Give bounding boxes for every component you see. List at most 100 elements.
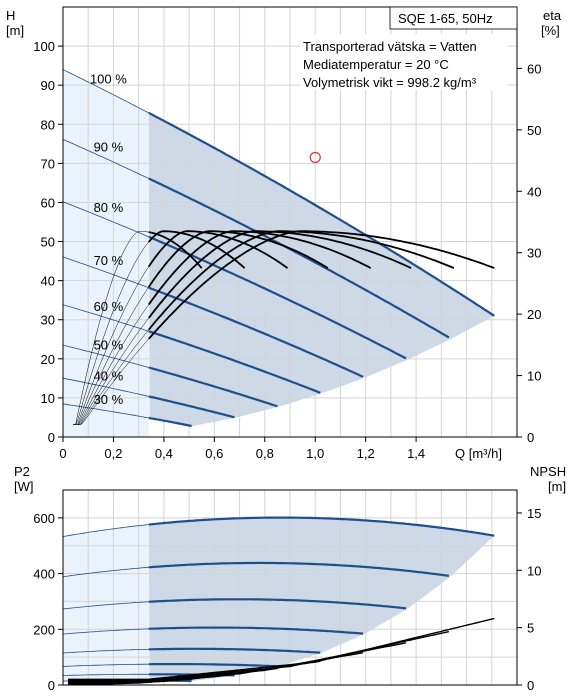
efficiency-curve xyxy=(148,230,329,288)
speed-curve-extrapolated xyxy=(62,69,149,114)
efficiency-curve xyxy=(148,230,412,319)
info-box xyxy=(300,34,508,90)
head-chart: 0 10 20 30 40 50 60 70 80 90 100 0 10 20 30 40 50 60 0 0,… xyxy=(6,6,562,461)
npsh-tick-label: 0 xyxy=(527,678,534,693)
head-tick-label: 60 xyxy=(41,195,55,210)
speed-curve-extrapolated xyxy=(62,344,149,368)
flow-tick-label: 0,6 xyxy=(205,446,223,461)
efficiency-curve xyxy=(148,230,246,269)
operating-region xyxy=(148,112,495,427)
eta-tick-label: 30 xyxy=(527,246,541,261)
power-tick-label: 0 xyxy=(48,678,55,693)
eta-tick-label: 40 xyxy=(527,184,541,199)
flow-tick-label: 1,0 xyxy=(306,446,324,461)
speed-curve xyxy=(148,330,321,394)
npsh-curve xyxy=(68,678,192,686)
head-tick-label: 100 xyxy=(33,39,55,54)
power-chart: 0 200 400 600 0 5 10 15 P2 [W] NPSH [m] xyxy=(14,464,566,693)
head-tick-label: 0 xyxy=(48,430,55,445)
power-tick-label: 400 xyxy=(33,567,55,582)
speed-curve-extrapolated xyxy=(62,201,149,238)
speed-label: 90 % xyxy=(94,139,124,154)
power-curve xyxy=(148,516,495,537)
efficiency-curve xyxy=(148,230,455,331)
eta-tick-label: 60 xyxy=(527,61,541,76)
info-liquid: Transporterad vätska = Vatten xyxy=(303,39,477,54)
power-curve-extrapolated xyxy=(62,663,149,667)
power-chart-grid xyxy=(63,490,517,685)
power-curve-extrapolated xyxy=(62,601,149,610)
power-curve xyxy=(148,663,278,668)
eta-axis-unit: [%] xyxy=(541,23,560,38)
pump-title: SQE 1-65, 50Hz xyxy=(398,11,493,26)
pump-title-box xyxy=(389,6,518,30)
npsh-axis-label: NPSH xyxy=(530,464,566,479)
power-chart-frame xyxy=(62,489,518,686)
flow-tick-label: 0,4 xyxy=(155,446,173,461)
power-curve-extrapolated xyxy=(62,673,149,676)
flow-tick-label: 0,2 xyxy=(104,446,122,461)
power-axis-unit: [W] xyxy=(14,479,34,494)
npsh-tick-label: 5 xyxy=(527,621,534,636)
head-tick-label: 70 xyxy=(41,156,55,171)
speed-curve-extrapolated xyxy=(62,256,149,289)
info-temperature: Mediatemperatur = 20 °C xyxy=(303,57,449,72)
efficiency-curve xyxy=(148,230,372,306)
speed-curve-extrapolated xyxy=(62,304,149,332)
eta-axis-ticks: 0 10 20 30 40 50 60 xyxy=(517,61,541,445)
head-tick-label: 90 xyxy=(41,78,55,93)
eta-tick-label: 20 xyxy=(527,307,541,322)
flow-tick-label: 0 xyxy=(59,446,66,461)
npsh-tick-label: 15 xyxy=(527,506,541,521)
flow-axis-label: Q [m³/h] xyxy=(455,446,502,461)
operating-region xyxy=(148,517,495,681)
flow-tick-label: 1,2 xyxy=(357,446,375,461)
speed-label: 30 % xyxy=(94,392,124,407)
head-axis-ticks: 0 10 20 30 40 50 60 70 80 90 100 xyxy=(33,39,63,445)
speed-label: 50 % xyxy=(94,337,124,352)
speed-label: 100 % xyxy=(90,72,127,87)
eta-axis-label: eta xyxy=(543,8,562,23)
head-tick-label: 50 xyxy=(41,235,55,250)
speed-curve xyxy=(148,111,495,317)
head-tick-label: 80 xyxy=(41,117,55,132)
speed-curve xyxy=(148,416,192,427)
power-curve xyxy=(148,598,407,610)
power-curve-extrapolated xyxy=(62,648,149,654)
npsh-curves xyxy=(68,617,495,686)
speed-labels: 100 % 90 % 80 % 70 % 60 % 50 % 40 % 30 % xyxy=(90,72,127,408)
head-tick-label: 20 xyxy=(41,352,55,367)
speed-label: 40 % xyxy=(94,368,124,383)
power-curve xyxy=(148,647,321,654)
head-tick-label: 40 xyxy=(41,274,55,289)
efficiency-curves xyxy=(73,230,495,425)
power-tick-label: 200 xyxy=(33,622,55,637)
npsh-axis-unit: [m] xyxy=(548,479,566,494)
npsh-curve xyxy=(68,617,495,680)
head-axis-label: H xyxy=(6,8,15,23)
flow-axis-ticks: 0 0,2 0,4 0,6 0,8 1,0 1,2 1,4 xyxy=(59,437,425,461)
speed-curve xyxy=(148,177,450,339)
speed-curve xyxy=(148,366,278,408)
efficiency-curve xyxy=(148,230,289,269)
speed-label: 80 % xyxy=(94,200,124,215)
power-curve-extrapolated xyxy=(62,628,149,635)
power-curve xyxy=(148,561,450,577)
power-curve-extrapolated xyxy=(62,566,149,578)
speed-curve xyxy=(148,395,235,419)
head-chart-frame xyxy=(62,6,518,438)
power-curve xyxy=(148,626,364,635)
npsh-tick-label: 10 xyxy=(527,563,541,578)
efficiency-curve xyxy=(148,230,495,340)
power-axis-label: P2 xyxy=(14,464,30,479)
npsh-axis-ticks: 0 5 10 15 xyxy=(517,506,541,693)
head-axis-unit: [m] xyxy=(6,23,24,38)
npsh-curve xyxy=(68,630,450,682)
speed-label: 60 % xyxy=(94,299,124,314)
eta-tick-label: 10 xyxy=(527,369,541,384)
speed-curve-extrapolated xyxy=(62,139,149,179)
power-curves xyxy=(62,516,495,683)
extrapolated-region xyxy=(63,69,149,437)
